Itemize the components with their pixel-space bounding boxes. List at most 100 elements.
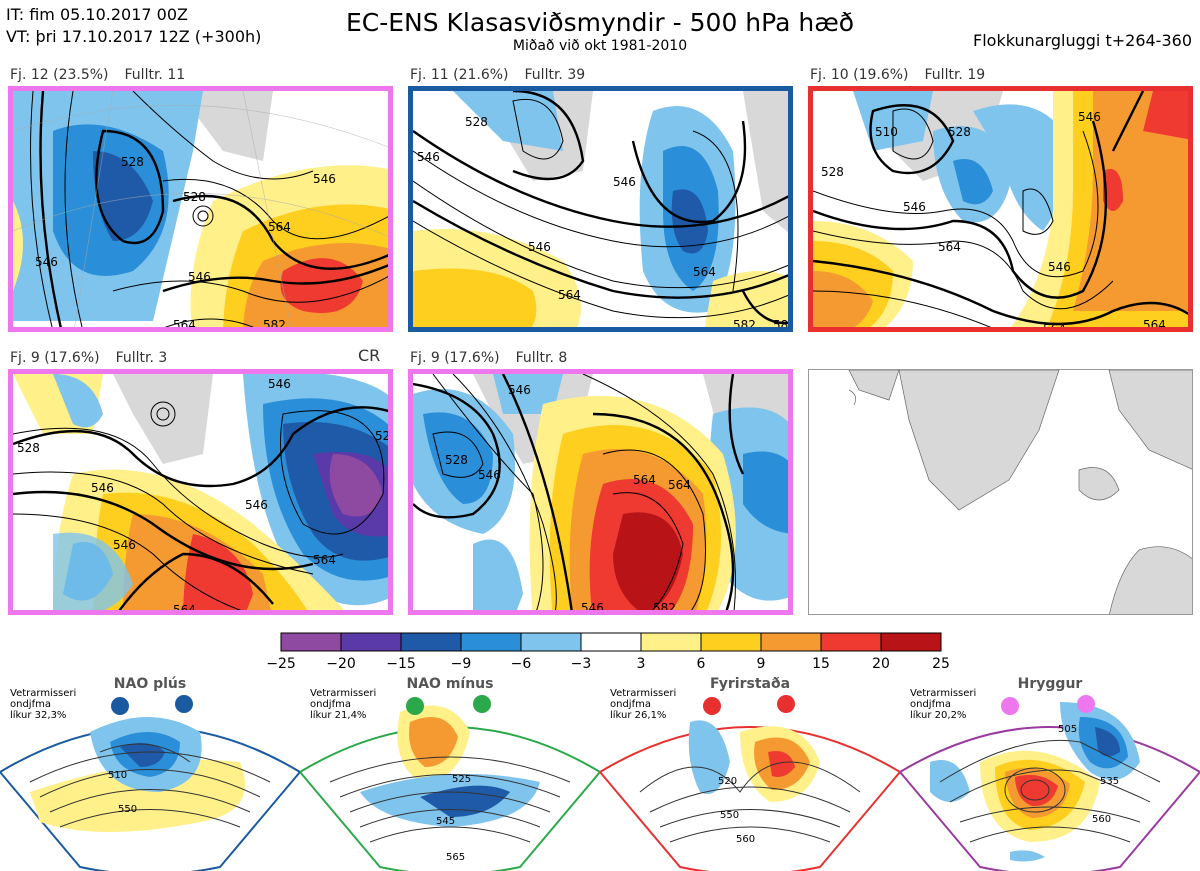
panel-3-map: 510 528 528 546 546 564 564 564 546 [813,91,1188,332]
contour-label: 528 [121,155,144,169]
contour-label: 546 [313,172,336,186]
contour-label: 528 [821,165,844,179]
colorbar-swatch [340,632,402,652]
contour-label: 564 [938,240,961,254]
panel-3-label: Fj. 10 (19.6%) Fulltr. 19 [810,67,986,83]
contour-label: 564 [558,288,581,302]
cluster-panel-4: 546 528 546 546 546 528 564 564 [8,369,393,615]
contour-label: 528 [375,429,393,443]
regime-nao-minus: 525 545 565 NAO mínus Vetrarmisseri ondj… [300,672,600,871]
colorbar-swatch [460,632,522,652]
contour-label: 546 [508,383,531,397]
regime-contour-label: 535 [1100,776,1119,787]
regime-contour-label: 550 [720,810,739,821]
regime-contour-label: 560 [1092,814,1111,825]
colorbar-swatch [700,632,762,652]
colorbar-tick-label: 25 [932,656,950,672]
regime-title: Fyrirstaða [709,676,791,692]
contour-label: 546 [417,150,440,164]
contour-label: 546 [245,498,268,512]
regime-nao-plus: 510 550 NAO plús Vetrarmisseri ondjfma l… [0,672,300,871]
cluster-panel-5: 528 546 546 564 564 582 546 [408,369,793,615]
contour-label: 546 [903,200,926,214]
contour-label: 546 [478,468,501,482]
colorbar-swatch [520,632,582,652]
contour-label: 564 [173,603,196,615]
panel-4-label: Fj. 9 (17.6%) Fulltr. 3 [10,350,168,366]
contour-label: 564 [313,553,336,567]
contour-label: 546 [1078,110,1101,124]
contour-label: 546 [528,240,551,254]
header-left: IT: fim 05.10.2017 00Z VT: þri 17.10.201… [6,4,261,48]
contour-label: 546 [268,377,291,391]
regime-ridge: 505 535 560 Hryggur Vetrarmisseri ondjfm… [900,672,1200,871]
regime-blocking: 520 550 560 Fyrirstaða Vetrarmisseri ond… [600,672,900,871]
colorbar-tick-label: −3 [570,656,592,672]
regime-caption: Vetrarmisseri ondjfma líkur 21,4% [310,688,377,721]
contour-label: 546 [35,255,58,269]
contour-label: 564 [668,478,691,492]
panel-2-label: Fj. 11 (21.6%) Fulltr. 39 [410,67,586,83]
colorbar-ticks: −25 −20 −15 −9 −6 −3 3 6 9 15 20 25 [250,656,970,676]
contour-label: 528 [17,441,40,455]
contour-label: 564 [173,318,196,332]
contour-label: 564 [1043,322,1066,332]
contour-label: 546 [1048,260,1071,274]
colorbar-tick-label: −25 [266,656,296,672]
colorbar-swatch [640,632,702,652]
colorbar-tick-label: 3 [636,656,646,672]
regime-caption: Vetrarmisseri ondjfma líkur 32,3% [10,688,77,721]
contour-label: 528 [465,115,488,129]
contour-label: 546 [113,538,136,552]
panel-1-label: Fj. 12 (23.5%) Fulltr. 11 [10,67,186,83]
regime-caption: Vetrarmisseri ondjfma líkur 26,1% [610,688,677,721]
contour-label: 528 [445,453,468,467]
regime-title: Hryggur [1017,676,1083,692]
colorbar-tick-label: 15 [812,656,830,672]
colorbar-tick-label: −20 [326,656,356,672]
contour-label: 510 [875,125,898,139]
colorbar-swatch [400,632,462,652]
regime-contour-label: 505 [1058,724,1077,735]
page-subtitle: Miðað við okt 1981-2010 [512,38,688,54]
cr-label: CR [358,346,381,365]
base-map-panel [808,369,1193,615]
contour-label: 564 [693,265,716,279]
regime-title: NAO mínus [406,676,494,692]
colorbar-swatch [760,632,822,652]
panel-5-label: Fj. 9 (17.6%) Fulltr. 8 [410,350,568,366]
panel-5-map: 528 546 546 564 564 582 546 [413,374,788,615]
contour-label: 546 [581,601,604,615]
regime-caption: Vetrarmisseri ondjfma líkur 20,2% [910,688,977,721]
contour-label: 582 [773,318,793,332]
cluster-panel-2: 528 546 546 546 564 564 582 582 [408,86,793,332]
classification-window: Flokkunargluggi t+264-360 [973,31,1192,50]
panel-1-map: 546 528 528 546 564 546 564 582 [13,91,388,332]
colorbar-tick-label: 20 [872,656,890,672]
contour-label: 582 [653,601,676,615]
regime-contour-label: 525 [452,774,471,785]
contour-label: 564 [1143,318,1166,332]
regime-contour-label: 545 [436,816,455,827]
contour-label: 564 [633,473,656,487]
colorbar-tick-label: −9 [450,656,472,672]
regime-contour-label: 510 [108,770,127,781]
colorbar-swatch [280,632,342,652]
colorbar-swatch [820,632,882,652]
page-title: EC-ENS Klasasviðsmyndir - 500 hPa hæð [345,8,855,37]
contour-label: 582 [733,318,756,332]
cluster-panel-3: 510 528 528 546 546 564 564 564 546 [808,86,1193,332]
colorbar-tick-label: 9 [756,656,766,672]
contour-label: 582 [263,318,286,332]
colorbar [280,632,942,652]
base-map [848,370,1192,614]
regime-contour-label: 550 [118,804,137,815]
colorbar-tick-label: −15 [386,656,416,672]
colorbar-tick-label: 6 [696,656,706,672]
valid-time: VT: þri 17.10.2017 12Z (+300h) [6,27,262,46]
contour-label: 546 [91,481,114,495]
colorbar-tick-label: −6 [510,656,532,672]
regime-contour-label: 565 [446,852,465,863]
regime-title: NAO plús [113,676,187,692]
panel-4-map: 546 528 546 546 546 528 564 564 [13,374,393,615]
